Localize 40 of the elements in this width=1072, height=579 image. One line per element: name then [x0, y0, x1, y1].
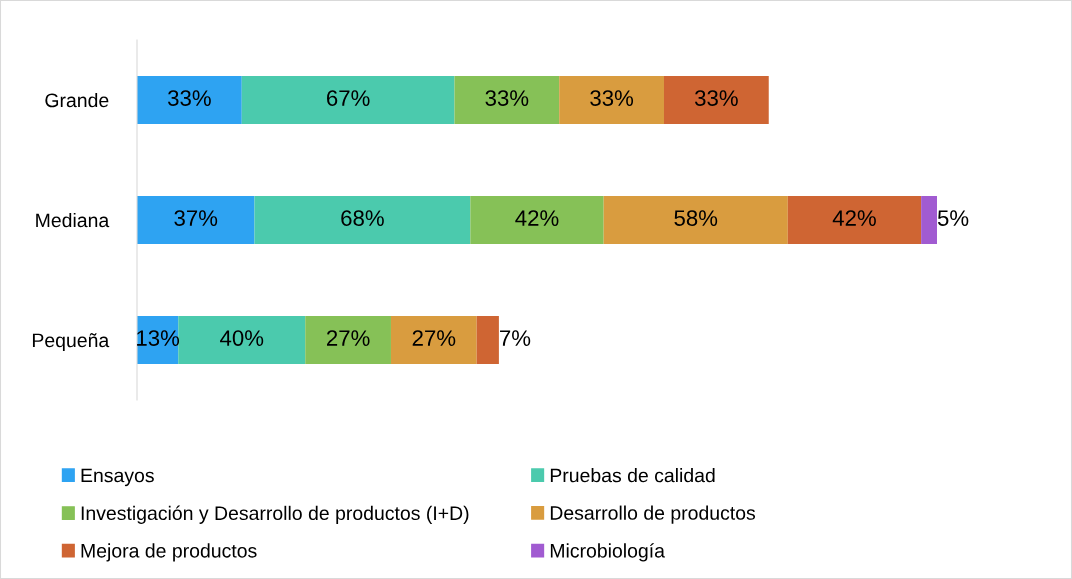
y-tick-label: Mediana — [36, 212, 110, 228]
data-label: 7% — [500, 330, 531, 346]
bar — [305, 316, 391, 364]
legend-label: Desarrollo de productos — [550, 505, 756, 524]
bar — [921, 196, 937, 244]
data-label: 13% — [137, 330, 180, 346]
bar — [137, 76, 242, 124]
bar — [603, 196, 788, 244]
bar — [476, 316, 499, 364]
data-label: 68% — [341, 210, 384, 226]
bar — [470, 196, 604, 244]
legend-label: Pruebas de calidad — [550, 468, 715, 483]
legend-label: Microbiología — [550, 543, 665, 562]
y-tick-label: Pequeña — [32, 333, 110, 352]
bar — [454, 76, 560, 124]
data-label: 33% — [590, 90, 634, 106]
legend-label: Investigación y Desarrollo de productos (I+D) — [81, 505, 469, 524]
data-label: 58% — [674, 210, 718, 226]
bar — [254, 196, 471, 244]
legend-label: Ensayos — [81, 468, 154, 487]
bar — [390, 316, 477, 364]
bar — [137, 196, 255, 244]
data-label: 40% — [220, 330, 264, 346]
data-label: 33% — [485, 90, 529, 106]
bar — [178, 316, 306, 364]
y-tick-label: Grande — [45, 92, 109, 108]
data-label: 67% — [327, 90, 370, 106]
data-label: 42% — [832, 210, 876, 226]
bar — [787, 196, 922, 244]
data-label: 33% — [694, 90, 738, 106]
bar — [663, 76, 769, 124]
bar — [241, 76, 455, 124]
bar — [559, 76, 664, 124]
data-label: 33% — [167, 90, 211, 106]
data-label: 5% — [937, 210, 969, 226]
data-label: 37% — [174, 210, 218, 226]
data-label: 27% — [412, 330, 456, 346]
data-label: 27% — [326, 330, 370, 346]
data-label: 42% — [515, 210, 559, 226]
legend-label: Mejora de productos — [81, 543, 257, 562]
